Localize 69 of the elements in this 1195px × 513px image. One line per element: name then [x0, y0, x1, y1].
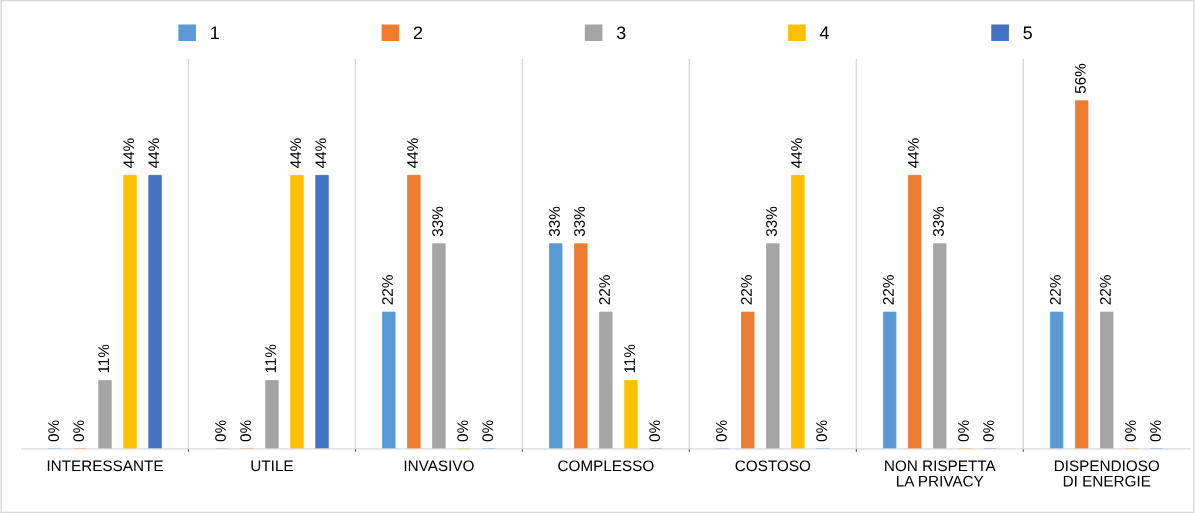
bar	[624, 380, 638, 449]
data-label: 22%	[1049, 275, 1061, 305]
data-label: 0%	[983, 420, 994, 442]
data-label: 22%	[382, 275, 393, 305]
legend-label: 1	[211, 26, 219, 39]
data-label: 0%	[816, 420, 828, 442]
bar	[933, 243, 947, 449]
bar	[148, 174, 162, 449]
data-label: 0%	[958, 420, 969, 442]
bar	[123, 174, 137, 449]
data-label: 33%	[432, 206, 444, 237]
x-tick-label: INTERESSANTE	[47, 460, 163, 472]
x-tick-label: COSTOSO	[735, 460, 811, 472]
data-label: 44%	[148, 138, 160, 169]
data-label: 44%	[407, 138, 418, 169]
data-label: 0%	[215, 420, 226, 442]
data-label: 33%	[549, 206, 560, 237]
bar	[1049, 311, 1064, 449]
data-label: 11%	[265, 344, 276, 373]
data-label: 22%	[1100, 275, 1111, 305]
legend-label: 5	[1023, 26, 1032, 40]
data-label: 44%	[791, 138, 802, 169]
data-label: 0%	[73, 420, 85, 442]
data-label: 22%	[741, 275, 752, 305]
x-tick-label: COMPLESSO	[558, 460, 654, 472]
bar	[599, 311, 613, 449]
data-label: 0%	[1125, 420, 1136, 442]
bar	[1075, 100, 1089, 449]
legend-label: 2	[413, 26, 423, 39]
data-label: 33%	[766, 206, 777, 237]
data-label: 0%	[716, 420, 727, 442]
bar	[741, 311, 755, 449]
bar	[407, 174, 421, 449]
bar	[1100, 311, 1114, 449]
data-label: 22%	[882, 275, 894, 305]
bar	[766, 243, 780, 449]
data-label: 44%	[123, 138, 135, 169]
bar	[574, 243, 588, 449]
bar	[290, 174, 304, 449]
data-label: 22%	[599, 275, 610, 305]
data-label: 0%	[649, 420, 661, 442]
legend-label: 4	[819, 26, 829, 39]
bar	[432, 243, 446, 449]
data-label: 11%	[624, 344, 635, 373]
bar	[908, 174, 922, 449]
bar	[791, 174, 805, 449]
data-label: 0%	[240, 420, 252, 442]
bar	[382, 311, 396, 449]
data-label: 33%	[574, 206, 585, 237]
data-label: 0%	[1150, 420, 1161, 442]
data-label: 56%	[1074, 63, 1086, 94]
data-label: 0%	[457, 420, 469, 442]
bar	[265, 380, 279, 449]
x-tick-label: NON RISPETTA LA PRIVACY	[885, 460, 996, 487]
data-label: 33%	[933, 206, 944, 237]
x-tick-label: INVASIVO	[404, 460, 474, 472]
bar	[98, 380, 112, 449]
data-label: 0%	[48, 420, 59, 442]
data-label: 44%	[908, 138, 919, 169]
x-tick-label: UTILE	[251, 460, 293, 472]
x-tick-label: DISPENDIOSO DI ENERGIE	[1054, 460, 1160, 487]
legend-label: 3	[616, 26, 626, 40]
bar	[883, 311, 897, 449]
data-label: 44%	[290, 138, 302, 169]
data-label: 0%	[482, 420, 494, 442]
bar	[549, 243, 563, 449]
data-label: 44%	[315, 138, 327, 169]
bar	[315, 174, 329, 449]
data-label: 11%	[98, 344, 110, 373]
